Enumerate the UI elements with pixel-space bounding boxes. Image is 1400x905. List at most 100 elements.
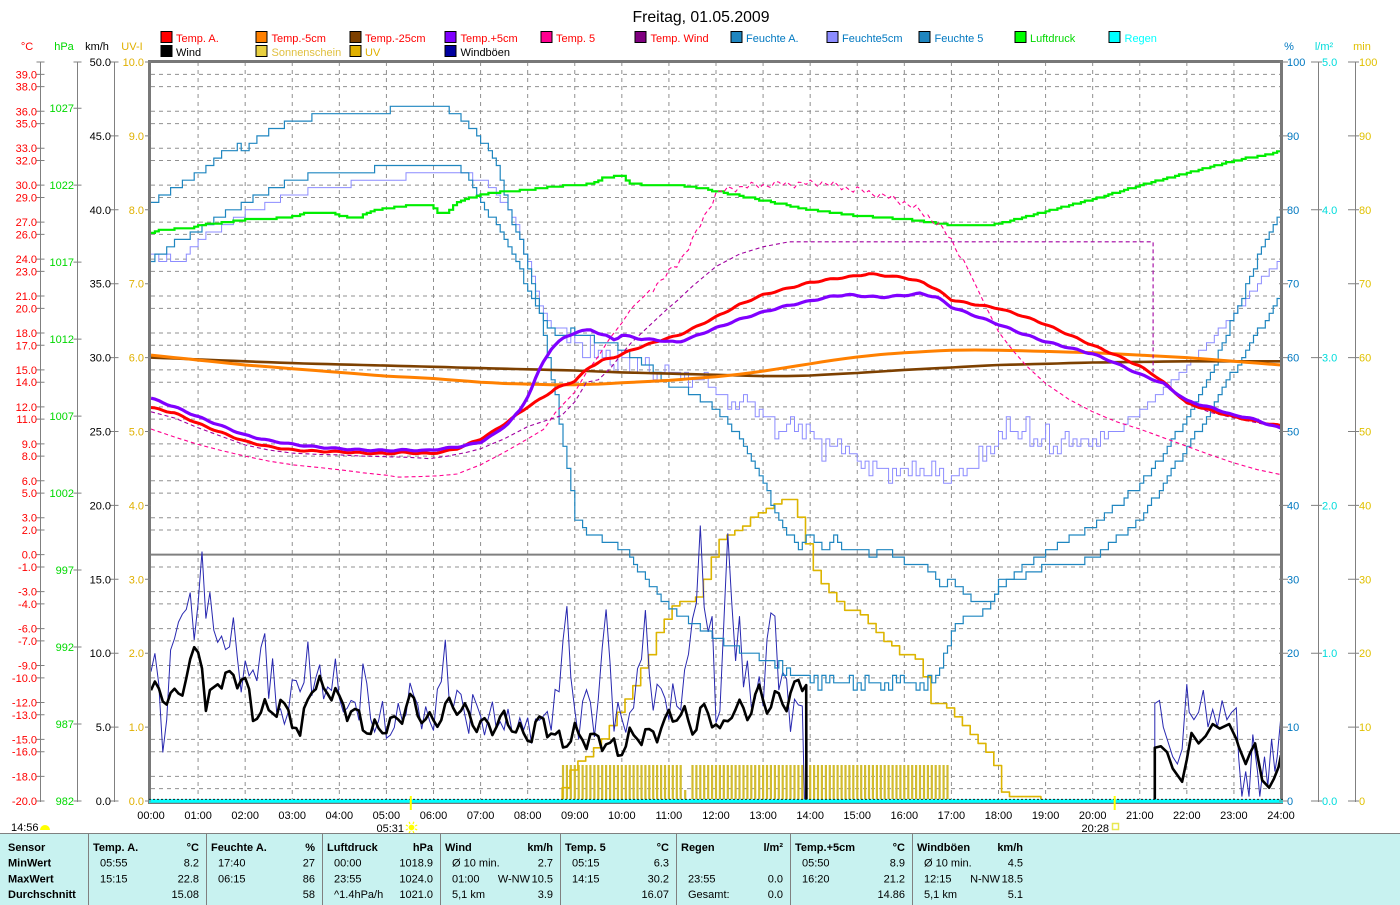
svg-text:3.9: 3.9 <box>538 889 553 901</box>
svg-text:Temp. Wind: Temp. Wind <box>651 33 709 45</box>
svg-text:23:55: 23:55 <box>334 873 362 885</box>
svg-text:Ø 10 min.: Ø 10 min. <box>924 858 972 870</box>
svg-text:5,1 km: 5,1 km <box>924 889 957 901</box>
svg-text:2.0: 2.0 <box>129 648 144 660</box>
svg-text:6.0: 6.0 <box>22 476 37 488</box>
svg-text:100: 100 <box>1287 57 1305 69</box>
svg-text:1007: 1007 <box>50 411 74 423</box>
svg-text:1018.9: 1018.9 <box>399 858 433 870</box>
svg-text:08:00: 08:00 <box>514 810 542 822</box>
svg-text:°C: °C <box>187 842 199 854</box>
svg-text:05:50: 05:50 <box>802 858 830 870</box>
svg-text:20: 20 <box>1359 648 1371 660</box>
svg-text:4.0: 4.0 <box>129 500 144 512</box>
svg-text:24.0: 24.0 <box>16 254 37 266</box>
svg-text:Temp.-5cm: Temp.-5cm <box>272 33 326 45</box>
svg-text:01:00: 01:00 <box>452 873 480 885</box>
svg-text:-15.0: -15.0 <box>12 734 37 746</box>
svg-text:-18.0: -18.0 <box>12 771 37 783</box>
svg-text:3.0: 3.0 <box>22 513 37 525</box>
svg-text:20.0: 20.0 <box>90 500 111 512</box>
svg-text:22:00: 22:00 <box>1173 810 1201 822</box>
svg-text:MaxWert: MaxWert <box>8 873 54 885</box>
svg-text:Ø 10 min.: Ø 10 min. <box>452 858 500 870</box>
svg-text:1022: 1022 <box>50 180 74 192</box>
svg-text:°C: °C <box>21 41 33 53</box>
svg-text:982: 982 <box>56 796 74 808</box>
svg-text:20:00: 20:00 <box>1079 810 1107 822</box>
svg-text:W-NW: W-NW <box>498 873 531 885</box>
svg-text:3.0: 3.0 <box>129 574 144 586</box>
svg-text:8.0: 8.0 <box>22 451 37 463</box>
svg-text:70: 70 <box>1287 279 1299 291</box>
svg-text:^1.4hPa/h: ^1.4hPa/h <box>334 889 383 901</box>
svg-text:35.0: 35.0 <box>90 279 111 291</box>
svg-text:6.0: 6.0 <box>129 353 144 365</box>
svg-text:07:00: 07:00 <box>467 810 495 822</box>
svg-text:5.0: 5.0 <box>22 488 37 500</box>
svg-text:1002: 1002 <box>50 488 74 500</box>
svg-text:18:00: 18:00 <box>985 810 1013 822</box>
svg-text:0.0: 0.0 <box>129 796 144 808</box>
svg-text:Luftdruck: Luftdruck <box>1030 33 1076 45</box>
svg-text:-16.0: -16.0 <box>12 747 37 759</box>
svg-text:Feuchte 5: Feuchte 5 <box>935 33 984 45</box>
svg-text:°C: °C <box>893 842 905 854</box>
svg-text:1.0: 1.0 <box>129 722 144 734</box>
svg-text:-7.0: -7.0 <box>18 636 37 648</box>
svg-text:-6.0: -6.0 <box>18 624 37 636</box>
svg-text:Regen: Regen <box>681 842 715 854</box>
svg-text:15.0: 15.0 <box>16 365 37 377</box>
svg-text:%: % <box>305 842 315 854</box>
svg-text:-13.0: -13.0 <box>12 710 37 722</box>
svg-text:hPa: hPa <box>413 842 434 854</box>
svg-text:MinWert: MinWert <box>8 858 52 870</box>
svg-text:°C: °C <box>657 842 669 854</box>
svg-text:Luftdruck: Luftdruck <box>327 842 379 854</box>
svg-text:18.5: 18.5 <box>1002 873 1023 885</box>
svg-text:Feuchte A.: Feuchte A. <box>211 842 267 854</box>
svg-text:21:00: 21:00 <box>1126 810 1154 822</box>
svg-text:50: 50 <box>1287 427 1299 439</box>
svg-text:0: 0 <box>1287 796 1293 808</box>
svg-text:14:15: 14:15 <box>572 873 600 885</box>
svg-text:05:00: 05:00 <box>373 810 401 822</box>
svg-text:5.0: 5.0 <box>129 427 144 439</box>
svg-text:Gesamt:: Gesamt: <box>688 889 730 901</box>
svg-text:12.0: 12.0 <box>16 402 37 414</box>
svg-text:Temp. 5: Temp. 5 <box>565 842 606 854</box>
svg-text:03:00: 03:00 <box>278 810 306 822</box>
svg-text:992: 992 <box>56 642 74 654</box>
svg-text:Durchschnitt: Durchschnitt <box>8 889 76 901</box>
svg-text:60: 60 <box>1287 353 1299 365</box>
svg-text:10.5: 10.5 <box>532 873 553 885</box>
svg-text:km/h: km/h <box>85 41 109 53</box>
svg-text:38.0: 38.0 <box>16 82 37 94</box>
svg-text:09:00: 09:00 <box>561 810 589 822</box>
svg-text:Temp. A.: Temp. A. <box>176 33 219 45</box>
svg-text:4.5: 4.5 <box>1008 858 1023 870</box>
svg-text:13:00: 13:00 <box>749 810 777 822</box>
svg-text:l/m²: l/m² <box>763 842 783 854</box>
svg-text:19:00: 19:00 <box>1032 810 1060 822</box>
svg-text:8.9: 8.9 <box>890 858 905 870</box>
svg-text:10: 10 <box>1287 722 1299 734</box>
svg-text:15.0: 15.0 <box>90 574 111 586</box>
svg-text:5.0: 5.0 <box>1322 57 1337 69</box>
svg-text:-4.0: -4.0 <box>18 599 37 611</box>
svg-text:01:00: 01:00 <box>184 810 212 822</box>
svg-text:Wind: Wind <box>176 47 201 59</box>
svg-text:min: min <box>1353 41 1371 53</box>
svg-text:70: 70 <box>1359 279 1371 291</box>
svg-text:80: 80 <box>1287 205 1299 217</box>
svg-text:05:55: 05:55 <box>100 858 128 870</box>
svg-text:27.0: 27.0 <box>16 217 37 229</box>
svg-text:Feuchte A.: Feuchte A. <box>746 33 799 45</box>
svg-text:40: 40 <box>1359 500 1371 512</box>
svg-text:16.07: 16.07 <box>641 889 669 901</box>
svg-text:36.0: 36.0 <box>16 106 37 118</box>
svg-text:30.0: 30.0 <box>90 353 111 365</box>
svg-text:02:00: 02:00 <box>231 810 259 822</box>
svg-text:5,1 km: 5,1 km <box>452 889 485 901</box>
svg-text:05:15: 05:15 <box>572 858 600 870</box>
